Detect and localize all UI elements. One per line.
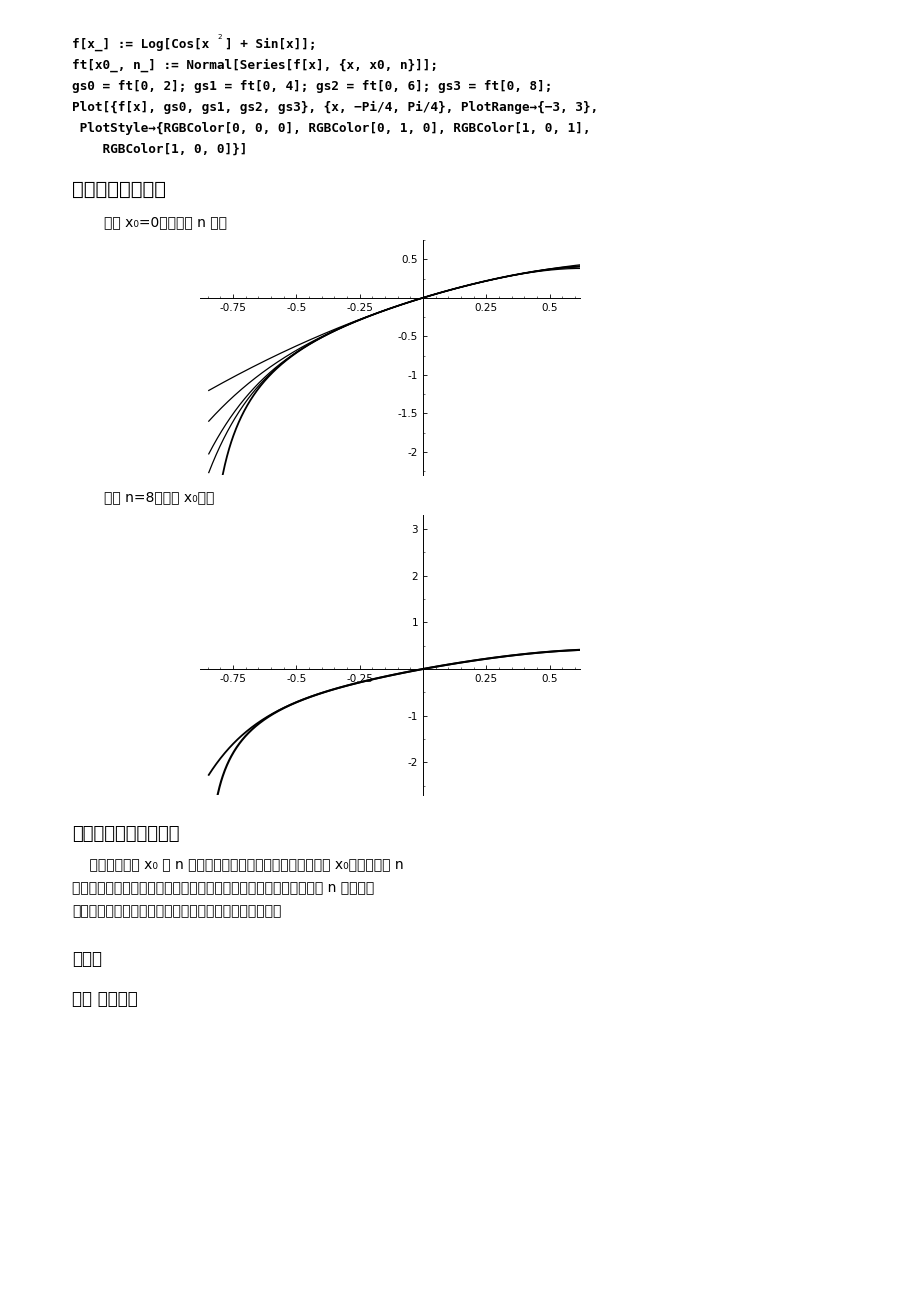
Text: PlotStyle→{RGBColor[0, 0, 0], RGBColor[0, 1, 0], RGBColor[1, 0, 1],: PlotStyle→{RGBColor[0, 0, 0], RGBColor[0… — [72, 122, 590, 135]
Text: 一、 实验题目: 一、 实验题目 — [72, 990, 138, 1008]
Text: ] + Sin[x]];: ] + Sin[x]]; — [225, 38, 316, 51]
Text: 像只在展开点附近的一个局部范围内才有叫近似精确度。: 像只在展开点附近的一个局部范围内才有叫近似精确度。 — [72, 904, 281, 918]
Text: $^2$: $^2$ — [217, 34, 222, 44]
Text: gs0 = ft[0, 2]; gs1 = ft[0, 4]; gs2 = ft[0, 6]; gs3 = ft[0, 8];: gs0 = ft[0, 2]; gs1 = ft[0, 4]; gs2 = ft… — [72, 79, 551, 92]
Text: 五、程序运行结果: 五、程序运行结果 — [72, 180, 165, 199]
Text: 实验三: 实验三 — [72, 950, 102, 967]
Text: 固定 x₀=0，改变的 n 的值: 固定 x₀=0，改变的 n 的值 — [104, 215, 227, 229]
Text: Plot[{f[x], gs0, gs1, gs2, gs3}, {x, −Pi/4, Pi/4}, PlotRange→{−3, 3},: Plot[{f[x], gs0, gs1, gs2, gs3}, {x, −Pi… — [72, 102, 597, 115]
Text: RGBColor[1, 0, 0]}]: RGBColor[1, 0, 0]}] — [72, 143, 247, 156]
Text: 当选取不同的 x₀ 与 n 的值时，输出的结果会改变。如果固定 x₀的值，这随 n: 当选取不同的 x₀ 与 n 的值时，输出的结果会改变。如果固定 x₀的值，这随 … — [72, 858, 403, 872]
Text: ft[x0_, n_] := Normal[Series[f[x], {x, x0, n}]];: ft[x0_, n_] := Normal[Series[f[x], {x, x… — [72, 59, 437, 73]
Text: f[x_] := Log[Cos[x: f[x_] := Log[Cos[x — [72, 38, 209, 51]
Text: 固定 n=8，改变 x₀的值: 固定 n=8，改变 x₀的值 — [104, 490, 214, 504]
Text: 的增加，函数的函数图形和泰勒展开式的图形会趋于吻合；如果固定 n 的值，图: 的增加，函数的函数图形和泰勒展开式的图形会趋于吻合；如果固定 n 的值，图 — [72, 881, 374, 894]
Text: 六、结果的讨论和分析: 六、结果的讨论和分析 — [72, 825, 179, 842]
